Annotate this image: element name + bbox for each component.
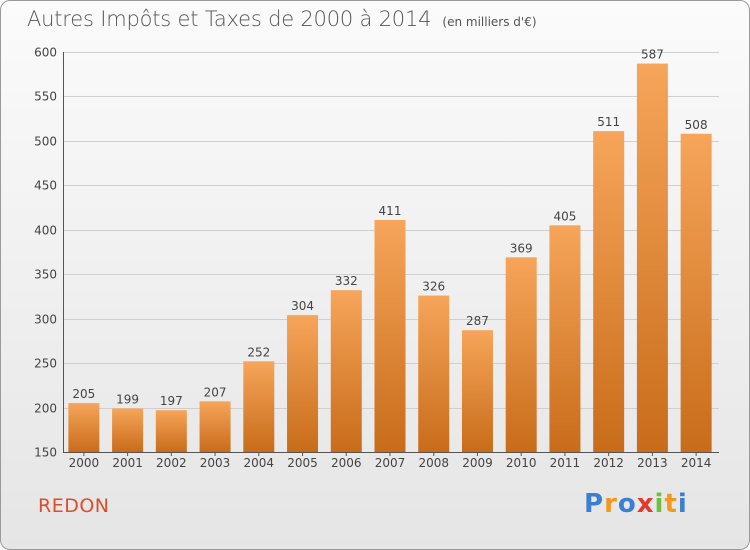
- y-tick-label: 450: [34, 179, 57, 193]
- y-tick-label: 600: [34, 46, 57, 60]
- data-label: 405: [553, 209, 576, 223]
- x-tick-label: 2010: [506, 456, 537, 470]
- bar: [680, 133, 712, 452]
- bar: [155, 410, 187, 452]
- y-tick-label: 550: [34, 90, 57, 104]
- x-tick-label: 2013: [637, 456, 668, 470]
- data-label: 252: [247, 345, 270, 359]
- x-tick-label: 2009: [462, 456, 493, 470]
- data-label: 197: [160, 394, 183, 408]
- bar: [505, 257, 537, 452]
- y-tick-label: 400: [34, 224, 57, 238]
- y-tick-label: 150: [34, 446, 57, 460]
- bar: [112, 408, 144, 452]
- y-tick-label: 350: [34, 268, 57, 282]
- x-tick-label: 2005: [287, 456, 318, 470]
- bar: [636, 63, 668, 453]
- data-label: 207: [204, 385, 227, 399]
- x-tick-label: 2001: [112, 456, 143, 470]
- x-tick-label: 2003: [200, 456, 231, 470]
- bar: [461, 330, 493, 452]
- x-tick-label: 2014: [681, 456, 712, 470]
- bar: [374, 220, 406, 452]
- data-label: 511: [597, 115, 620, 129]
- proxiti-logo: Proxiti: [584, 489, 688, 519]
- y-tick-label: 250: [34, 357, 57, 371]
- x-tick-label: 2002: [156, 456, 187, 470]
- x-tick-label: 2011: [550, 456, 581, 470]
- x-tick-label: 2004: [244, 456, 275, 470]
- x-tick-label: 2007: [375, 456, 406, 470]
- data-label: 326: [422, 280, 445, 294]
- data-label: 205: [72, 387, 95, 401]
- x-tick-label: 2006: [331, 456, 362, 470]
- chart-subtitle: (en milliers d'€): [442, 15, 537, 29]
- bar: [287, 315, 319, 452]
- bar: [593, 131, 625, 452]
- y-tick-label: 200: [34, 402, 57, 416]
- bar: [330, 290, 362, 452]
- bar: [68, 403, 100, 452]
- chart-title-block: Autres Impôts et Taxes de 2000 à 2014 (e…: [27, 7, 537, 31]
- commune-name: REDON: [38, 495, 110, 517]
- x-tick-label: 2012: [593, 456, 624, 470]
- x-tick-label: 2000: [69, 456, 100, 470]
- chart-title: Autres Impôts et Taxes de 2000 à 2014: [27, 7, 432, 31]
- y-tick-label: 300: [34, 313, 57, 327]
- data-label: 304: [291, 299, 314, 313]
- data-label: 369: [510, 241, 533, 255]
- bar: [418, 295, 450, 452]
- data-label: 508: [685, 118, 708, 132]
- data-label: 332: [335, 274, 358, 288]
- bar: [549, 225, 581, 452]
- data-label: 287: [466, 314, 489, 328]
- data-label: 587: [641, 48, 664, 62]
- data-label: 199: [116, 392, 139, 406]
- y-tick-label: 500: [34, 135, 57, 149]
- data-label: 411: [379, 204, 402, 218]
- bar: [199, 401, 231, 452]
- bar: [243, 361, 275, 452]
- x-tick-label: 2008: [418, 456, 449, 470]
